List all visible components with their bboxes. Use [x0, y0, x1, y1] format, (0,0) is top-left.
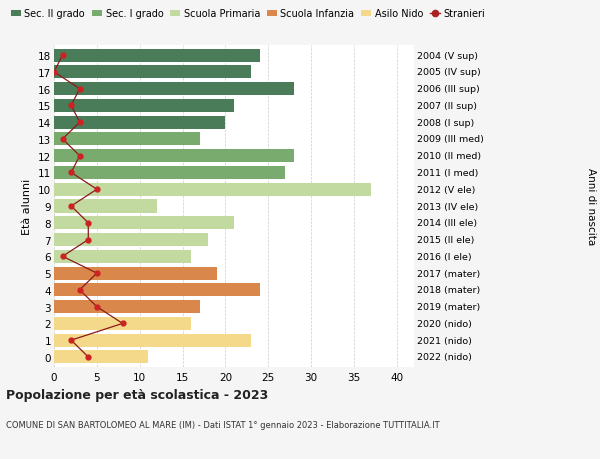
Bar: [54, 66, 251, 79]
Y-axis label: Età alunni: Età alunni: [22, 179, 32, 235]
Bar: [54, 167, 286, 179]
Bar: [54, 217, 234, 230]
Text: COMUNE DI SAN BARTOLOMEO AL MARE (IM) - Dati ISTAT 1° gennaio 2023 - Elaborazion: COMUNE DI SAN BARTOLOMEO AL MARE (IM) - …: [6, 420, 440, 429]
Text: Popolazione per età scolastica - 2023: Popolazione per età scolastica - 2023: [6, 388, 268, 401]
Legend: Sec. II grado, Sec. I grado, Scuola Primaria, Scuola Infanzia, Asilo Nido, Stran: Sec. II grado, Sec. I grado, Scuola Prim…: [11, 10, 485, 19]
Bar: [54, 100, 234, 112]
Bar: [54, 351, 148, 364]
Text: 2011 (I med): 2011 (I med): [417, 168, 478, 178]
Bar: [54, 301, 200, 313]
Bar: [54, 334, 251, 347]
Bar: [54, 150, 294, 163]
Text: 2012 (V ele): 2012 (V ele): [417, 185, 475, 194]
Bar: [54, 116, 226, 129]
Text: 2016 (I ele): 2016 (I ele): [417, 252, 472, 261]
Text: 2007 (II sup): 2007 (II sup): [417, 101, 477, 111]
Text: 2014 (III ele): 2014 (III ele): [417, 219, 477, 228]
Text: Anni di nascita: Anni di nascita: [586, 168, 596, 245]
Bar: [54, 250, 191, 263]
Text: 2020 (nido): 2020 (nido): [417, 319, 472, 328]
Text: 2004 (V sup): 2004 (V sup): [417, 51, 478, 61]
Bar: [54, 234, 208, 246]
Text: 2022 (nido): 2022 (nido): [417, 353, 472, 362]
Bar: [54, 267, 217, 280]
Text: 2009 (III med): 2009 (III med): [417, 135, 484, 144]
Text: 2018 (mater): 2018 (mater): [417, 286, 480, 295]
Text: 2010 (II med): 2010 (II med): [417, 152, 481, 161]
Text: 2019 (mater): 2019 (mater): [417, 302, 480, 312]
Text: 2006 (III sup): 2006 (III sup): [417, 85, 480, 94]
Bar: [54, 284, 260, 297]
Bar: [54, 133, 200, 146]
Bar: [54, 83, 294, 96]
Text: 2017 (mater): 2017 (mater): [417, 269, 480, 278]
Bar: [54, 317, 191, 330]
Text: 2005 (IV sup): 2005 (IV sup): [417, 68, 481, 77]
Bar: [54, 200, 157, 213]
Bar: [54, 50, 260, 62]
Bar: [54, 183, 371, 196]
Text: 2013 (IV ele): 2013 (IV ele): [417, 202, 478, 211]
Text: 2008 (I sup): 2008 (I sup): [417, 118, 474, 127]
Text: 2015 (II ele): 2015 (II ele): [417, 235, 475, 245]
Text: 2021 (nido): 2021 (nido): [417, 336, 472, 345]
